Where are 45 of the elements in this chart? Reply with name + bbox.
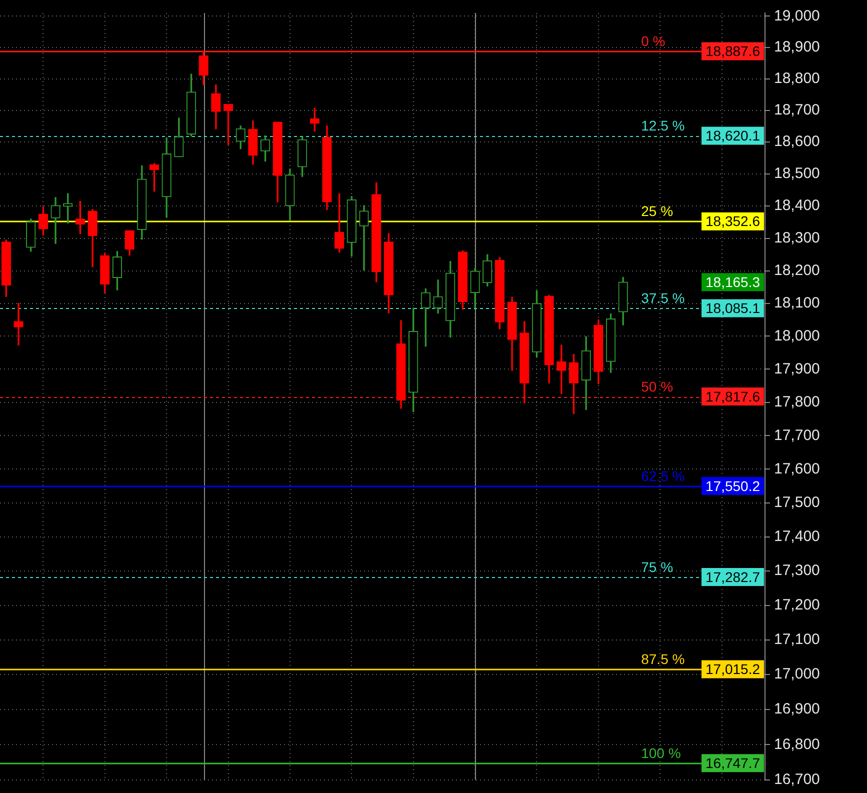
y-tick-label: 18,200	[774, 262, 820, 279]
annotation: 62.5 %	[641, 468, 685, 484]
y-tick-label: 18,100	[774, 294, 820, 312]
y-tick-label: 18,400	[774, 197, 820, 214]
candlestick	[359, 205, 369, 270]
y-tick-label: 18,300	[774, 229, 820, 246]
y-tick-label: 18,700	[774, 101, 820, 118]
ref-line-label: 18,352.6	[706, 213, 760, 230]
ref-line-label: 17,282.7	[706, 568, 760, 585]
y-tick-label: 18,900	[774, 38, 820, 56]
y-tick-label: 17,900	[774, 360, 820, 378]
y-tick-label: 17,600	[774, 460, 820, 478]
annotation: 100 %	[641, 744, 681, 761]
y-tick-label: 17,100	[774, 631, 820, 648]
annotation: 87.5 %	[641, 651, 685, 668]
y-tick-label: 16,800	[774, 736, 820, 753]
annotation: 50 %	[641, 378, 674, 394]
ref-line-label: 17,015.2	[706, 661, 760, 678]
y-tick-label: 17,700	[774, 426, 820, 444]
ref-line-label: 16,747.7	[706, 754, 760, 771]
ref-line-label: 17,550.2	[706, 478, 760, 494]
y-tick-label: 16,700	[774, 771, 820, 788]
y-tick-label: 17,400	[774, 528, 820, 546]
y-tick-label: 17,000	[774, 666, 820, 683]
annotation: 25 %	[641, 203, 674, 220]
annotation: 75 %	[641, 558, 674, 575]
candlestick	[14, 302, 24, 346]
y-tick-label: 18,800	[774, 70, 820, 87]
y-tick-label: 16,900	[774, 700, 820, 718]
y-tick-label: 17,300	[774, 562, 820, 580]
y-tick-label: 17,800	[774, 393, 820, 410]
annotation: 0 %	[641, 33, 666, 50]
annotation: 18,165.3	[706, 274, 760, 290]
ref-line-label: 18,887.6	[706, 43, 760, 60]
ref-line-label: 18,620.1	[706, 128, 760, 144]
y-tick-label: 18,600	[774, 133, 820, 150]
y-tick-label: 19,000	[774, 7, 820, 24]
ref-line-label: 18,085.1	[706, 300, 760, 316]
ref-line-label: 17,817.6	[706, 388, 760, 404]
y-tick-label: 18,500	[774, 165, 820, 182]
y-tick-label: 18,000	[774, 327, 820, 344]
annotation: 37.5 %	[641, 290, 685, 306]
y-tick-label: 17,200	[774, 596, 820, 614]
y-tick-label: 17,500	[774, 494, 820, 512]
annotation: 12.5 %	[641, 118, 685, 134]
